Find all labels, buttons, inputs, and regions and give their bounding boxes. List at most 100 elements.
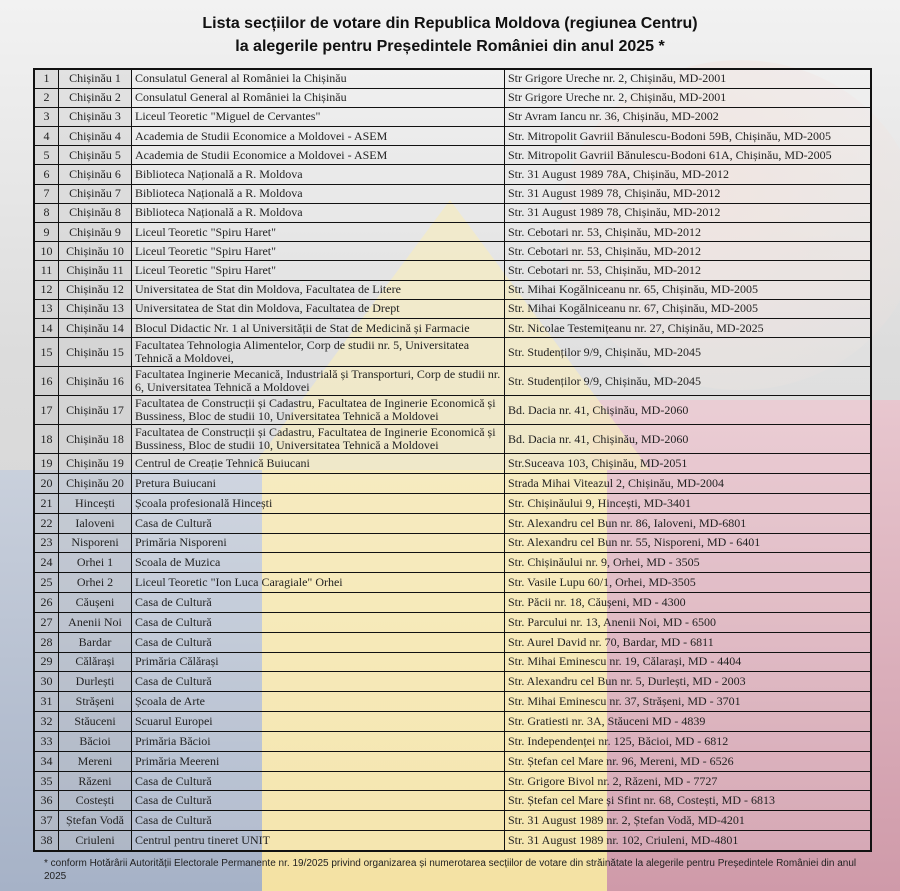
- station-address: Str. Mitropolit Gavriil Bănulescu-Bodoni…: [504, 145, 872, 166]
- station-location: Scuarul Europei: [131, 711, 505, 732]
- station-number: 20: [33, 472, 59, 494]
- station-location: Primăria Călărași: [131, 651, 505, 673]
- station-location: Facultatea de Construcții și Cadastru, F…: [131, 395, 505, 426]
- station-location: Casa de Cultură: [131, 671, 505, 693]
- locality: Chișinău 5: [58, 145, 132, 166]
- locality: Chișinău 7: [58, 183, 132, 204]
- table-row: 5 Chișinău 5 Academia de Studii Economice …: [33, 145, 872, 166]
- locality: Chișinău 19: [58, 453, 132, 474]
- station-number: 5: [33, 145, 59, 166]
- table-row: 29 Călărași Primăria Călărași Str. Mihai Em…: [33, 651, 872, 673]
- table-row: 27 Anenii Noi Casa de Cultură Str. Parcului…: [33, 611, 872, 633]
- station-address: Str. Gratiesti nr. 3A, Stăuceni MD - 483…: [504, 711, 872, 732]
- locality: Strășeni: [58, 691, 132, 713]
- station-number: 2: [33, 87, 59, 108]
- table-row: 36 Costești Casa de Cultură Str. Ștefan cel…: [33, 790, 872, 812]
- station-address: Str. 31 August 1989 78, Chișinău, MD-201…: [504, 202, 872, 224]
- station-location: Universitatea de Stat din Moldova, Facul…: [131, 298, 505, 319]
- station-location: Consulatul General al României la Chișin…: [131, 68, 505, 89]
- station-number: 1: [33, 68, 59, 89]
- station-location: Centrul de Creație Tehnică Buiucani: [131, 453, 505, 474]
- station-number: 30: [33, 671, 59, 693]
- station-location: Academia de Studii Economice a Moldovei …: [131, 145, 505, 166]
- table-row: 26 Căușeni Casa de Cultură Str. Păcii nr. 1…: [33, 592, 872, 613]
- station-number: 14: [33, 317, 59, 339]
- station-number: 8: [33, 202, 59, 224]
- station-location: Biblioteca Națională a R. Moldova: [131, 183, 505, 204]
- table-row: 9 Chișinău 9 Liceul Teoretic "Spiru Haret"…: [33, 221, 872, 243]
- table-row: 3 Chișinău 3 Liceul Teoretic "Miguel de Ce…: [33, 106, 872, 128]
- station-number: 31: [33, 691, 59, 713]
- station-address: Str. Chișinăului nr. 9, Orhei, MD - 3505: [504, 552, 872, 574]
- station-location: Casa de Cultură: [131, 512, 505, 534]
- station-number: 9: [33, 221, 59, 243]
- station-location: Centrul pentru tineret UNIT: [131, 830, 505, 851]
- table-row: 24 Orhei 1 Scoala de Muzica Str. Chișinăulu…: [33, 552, 872, 574]
- station-address: Strada Mihai Viteazul 2, Chișinău, MD-20…: [504, 472, 872, 494]
- station-address: Str. Vasile Lupu 60/1, Orhei, MD-3505: [504, 572, 872, 594]
- locality: Costești: [58, 790, 132, 812]
- station-address: Str. Parcului nr. 13, Anenii Noi, MD - 6…: [504, 611, 872, 633]
- station-location: Casa de Cultură: [131, 631, 505, 653]
- station-number: 13: [33, 298, 59, 319]
- locality: Chișinău 6: [58, 164, 132, 185]
- station-address: Str Grigore Ureche nr. 2, Chișinău, MD-2…: [504, 68, 872, 89]
- locality: Băcioi: [58, 730, 132, 752]
- station-location: Liceul Teoretic "Miguel de Cervantes": [131, 106, 505, 128]
- locality: Chișinău 15: [58, 337, 132, 368]
- station-location: Liceul Teoretic "Ion Luca Caragiale" Orh…: [131, 572, 505, 594]
- station-location: Primăria Nisporeni: [131, 532, 505, 554]
- locality: Chișinău 2: [58, 87, 132, 108]
- station-address: Str. Cebotari nr. 53, Chișinău, MD-2012: [504, 221, 872, 243]
- station-address: Str. Cebotari nr. 53, Chișinău, MD-2012: [504, 260, 872, 281]
- station-number: 26: [33, 592, 59, 613]
- station-location: Facultatea Tehnologia Alimentelor, Corp …: [131, 337, 505, 368]
- locality: Mereni: [58, 750, 132, 772]
- locality: Chișinău 10: [58, 241, 132, 262]
- station-address: Str.Suceava 103, Chișinău, MD-2051: [504, 453, 872, 474]
- locality: Stăuceni: [58, 711, 132, 732]
- station-location: Liceul Teoretic "Spiru Haret": [131, 241, 505, 262]
- station-number: 21: [33, 492, 59, 514]
- table-row: 20 Chișinău 20 Pretura Buiucani Strada Miha…: [33, 472, 872, 494]
- station-address: Str. Chișinăului 9, Hincești, MD-3401: [504, 492, 872, 514]
- station-number: 33: [33, 730, 59, 752]
- table-row: 25 Orhei 2 Liceul Teoretic "Ion Luca Carag…: [33, 572, 872, 594]
- station-location: Blocul Didactic Nr. 1 al Universității d…: [131, 317, 505, 339]
- table-row: 7 Chișinău 7 Biblioteca Națională a R. Mol…: [33, 183, 872, 204]
- station-address: Str. Studenților 9/9, Chișinău, MD-2045: [504, 337, 872, 368]
- station-number: 23: [33, 532, 59, 554]
- station-address: Str. Studenților 9/9, Chișinău, MD-2045: [504, 366, 872, 397]
- table-row: 4 Chișinău 4 Academia de Studii Economice …: [33, 126, 872, 147]
- table-row: 17 Chișinău 17 Facultatea de Construcții ș…: [33, 395, 872, 426]
- station-number: 28: [33, 631, 59, 653]
- station-address: Str. Mitropolit Gavriil Bănulescu-Bodoni…: [504, 126, 872, 147]
- station-number: 10: [33, 241, 59, 262]
- locality: Chișinău 9: [58, 221, 132, 243]
- station-location: Casa de Cultură: [131, 790, 505, 812]
- station-number: 6: [33, 164, 59, 185]
- station-address: Bd. Dacia nr. 41, Chișinău, MD-2060: [504, 424, 872, 455]
- station-number: 24: [33, 552, 59, 574]
- table-row: 37 Ștefan Vodă Casa de Cultură Str. 31 Augu…: [33, 810, 872, 832]
- station-address: Str. Cebotari nr. 53, Chișinău, MD-2012: [504, 241, 872, 262]
- station-number: 7: [33, 183, 59, 204]
- polling-stations-table: 1 Chișinău 1 Consulatul General al Românie…: [33, 68, 872, 852]
- locality: Chișinău 18: [58, 424, 132, 455]
- table-row: 14 Chișinău 14 Blocul Didactic Nr. 1 al Un…: [33, 317, 872, 339]
- station-location: Consulatul General al României la Chișin…: [131, 87, 505, 108]
- table-row: 31 Strășeni Școala de Arte Str. Mihai Emine…: [33, 691, 872, 713]
- locality: Orhei 2: [58, 572, 132, 594]
- station-location: Casa de Cultură: [131, 611, 505, 633]
- station-address: Str Grigore Ureche nr. 2, Chișinău, MD-2…: [504, 87, 872, 108]
- table-row: 22 Ialoveni Casa de Cultură Str. Alexandru …: [33, 512, 872, 534]
- station-location: Facultatea de Construcții și Cadastru, F…: [131, 424, 505, 455]
- station-number: 32: [33, 711, 59, 732]
- table-row: 23 Nisporeni Primăria Nisporeni Str. Alexan…: [33, 532, 872, 554]
- locality: Chișinău 1: [58, 68, 132, 89]
- station-address: Str. Mihai Kogălniceanu nr. 67, Chișinău…: [504, 298, 872, 319]
- station-address: Str. Alexandru cel Bun nr. 5, Durlești, …: [504, 671, 872, 693]
- locality: Chișinău 13: [58, 298, 132, 319]
- table-row: 6 Chișinău 6 Biblioteca Națională a R. Mol…: [33, 164, 872, 185]
- station-address: Str. Mihai Kogălniceanu nr. 65, Chișinău…: [504, 279, 872, 300]
